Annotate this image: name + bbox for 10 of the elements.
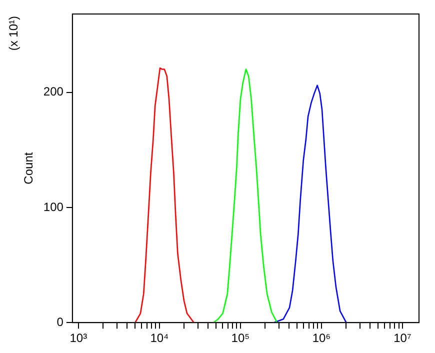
x-tick-label: 10³	[70, 331, 88, 346]
y-axis-title: Count	[22, 152, 36, 184]
y-tick-label: 200	[43, 84, 64, 99]
x-tick-label: 10⁴	[150, 331, 169, 346]
x-tick-label: 10⁵	[231, 331, 250, 346]
y-tick-label: 0	[56, 314, 64, 329]
x-tick-label: 10⁶	[312, 331, 331, 346]
text: (x 10¹)	[6, 16, 20, 51]
y-tick-label: 100	[43, 200, 64, 214]
x-tick-label: 10⁷	[394, 331, 412, 346]
